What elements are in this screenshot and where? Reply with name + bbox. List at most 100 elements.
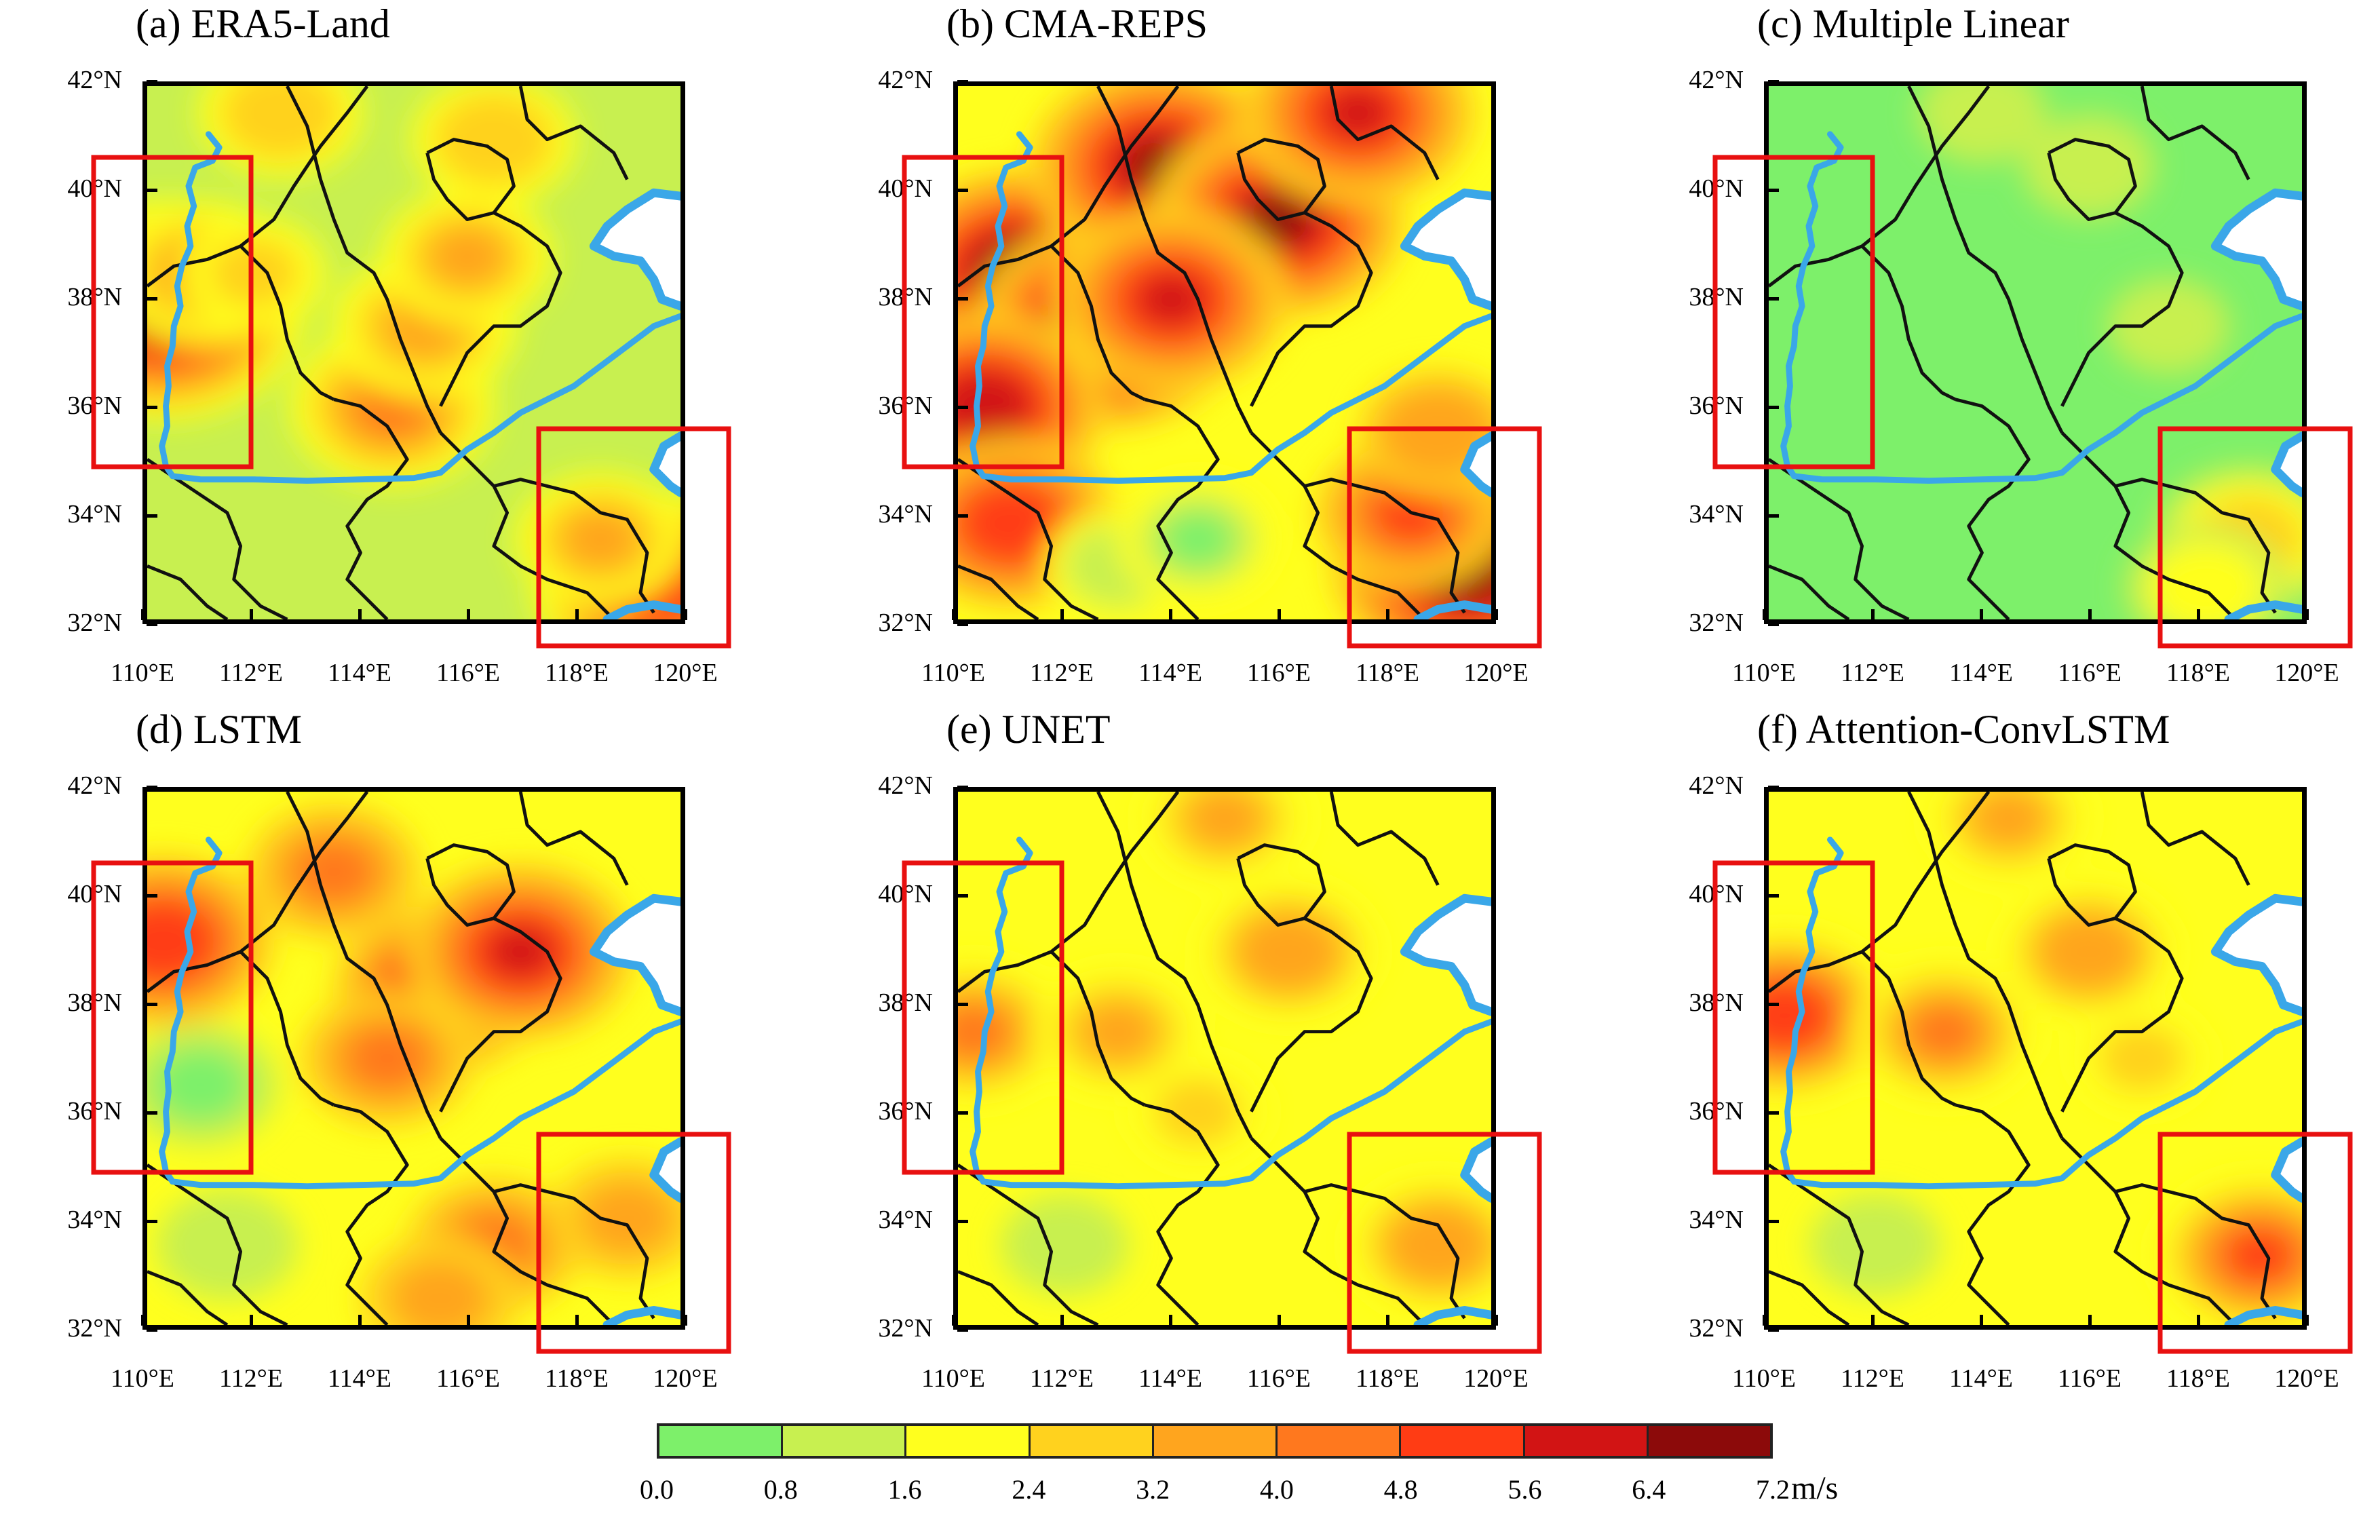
x-tick-label: 110°E: [921, 1364, 985, 1393]
province-border: [1769, 1270, 1850, 1325]
y-tick-label: 40°N: [1689, 174, 1744, 203]
x-tick: [141, 609, 145, 620]
y-tick: [1768, 894, 1779, 898]
wind-contour: [1137, 273, 1205, 326]
x-tick: [250, 1315, 253, 1326]
province-border: [1050, 950, 1146, 1106]
y-tick-label: 32°N: [878, 1314, 933, 1343]
x-tick-label: 118°E: [1356, 659, 1419, 687]
x-tick-label: 116°E: [2058, 1364, 2122, 1393]
colorbar-tick-label: 7.2: [1756, 1474, 1790, 1505]
y-tick: [1768, 80, 1779, 83]
y-tick-label: 32°N: [1689, 609, 1744, 637]
wind-speed-field: [147, 792, 680, 1325]
coastline: [589, 188, 680, 311]
province-border: [1096, 86, 1253, 434]
y-tick-label: 32°N: [878, 609, 933, 637]
x-tick-label: 116°E: [2058, 659, 2122, 687]
wind-contour: [2048, 134, 2130, 198]
x-tick: [2197, 1315, 2200, 1326]
wind-contour: [1256, 927, 1320, 977]
x-tick: [1763, 609, 1766, 620]
x-tick-label: 110°E: [1732, 659, 1796, 687]
wind-speed-field: [147, 86, 680, 619]
province-border: [439, 211, 562, 407]
map-frame: [142, 81, 685, 624]
y-tick-label: 42°N: [1689, 771, 1744, 800]
y-tick-label: 34°N: [878, 1206, 933, 1234]
x-tick: [952, 609, 955, 620]
province-border: [1050, 245, 1146, 401]
x-tick-label: 110°E: [111, 1364, 174, 1393]
y-tick: [957, 1220, 968, 1223]
y-tick: [957, 80, 968, 83]
y-tick: [147, 894, 157, 898]
wind-contour: [2057, 927, 2120, 976]
x-tick: [1386, 609, 1389, 620]
y-tick: [147, 623, 157, 626]
wind-contour: [2099, 1025, 2185, 1092]
y-tick-label: 36°N: [878, 391, 933, 420]
colorbar-tick-label: 2.4: [1012, 1474, 1046, 1505]
y-tick-label: 40°N: [878, 880, 933, 908]
y-tick-label: 32°N: [67, 609, 122, 637]
wind-speed-field: [1769, 792, 2302, 1325]
x-tick: [2088, 609, 2092, 620]
province-border: [2140, 86, 2250, 180]
x-tick-label: 112°E: [219, 1364, 283, 1393]
x-tick-label: 120°E: [2274, 1364, 2339, 1393]
x-tick: [358, 1315, 362, 1326]
province-border: [425, 843, 516, 927]
map-panel: (e) UNET 42°N 40°N 38°N 36°N 34°N 32°N 110°E 112…: [811, 706, 1571, 1411]
x-tick-label: 118°E: [2166, 1364, 2230, 1393]
y-tick-label: 38°N: [878, 988, 933, 1017]
panel-title: (c) Multiple Linear: [1757, 1, 2069, 46]
y-tick-label: 36°N: [878, 1097, 933, 1125]
y-tick-label: 40°N: [878, 174, 933, 203]
province-border: [2047, 843, 2137, 927]
y-tick: [957, 894, 968, 898]
province-border: [518, 86, 629, 180]
x-tick-label: 120°E: [2274, 659, 2339, 687]
colorbar: [657, 1423, 1773, 1459]
province-border: [2047, 138, 2137, 221]
map-panel: (f) Attention-ConvLSTM 42°N 40°N 38°N 36°N 34…: [1621, 706, 2380, 1411]
province-border: [1236, 843, 1326, 927]
wind-contour: [1402, 404, 1474, 461]
colorbar-segment: [1278, 1426, 1402, 1456]
map-frame: [953, 787, 1496, 1330]
y-tick-label: 40°N: [1689, 880, 1744, 908]
x-tick: [1060, 609, 1064, 620]
wind-contour: [1187, 792, 1263, 848]
x-tick-label: 118°E: [1356, 1364, 1419, 1393]
colorbar-segment: [1648, 1426, 1770, 1456]
coastline: [2210, 893, 2302, 1016]
province-border: [239, 950, 335, 1106]
y-tick: [147, 786, 157, 789]
wind-contour: [1324, 86, 1392, 140]
province-border: [2140, 792, 2250, 886]
province-border: [333, 398, 409, 619]
colorbar-segment: [1401, 1426, 1525, 1456]
map-frame: [953, 81, 1496, 624]
x-tick-label: 114°E: [328, 659, 391, 687]
x-tick: [1169, 1315, 1172, 1326]
y-tick-label: 34°N: [878, 500, 933, 528]
x-tick-label: 112°E: [1030, 659, 1094, 687]
wind-speed-field: [1769, 86, 2302, 619]
panel-title: (f) Attention-ConvLSTM: [1757, 707, 2170, 752]
y-tick: [1768, 297, 1779, 301]
x-tick-label: 120°E: [653, 659, 718, 687]
y-tick-label: 38°N: [67, 283, 122, 311]
panel-title: (d) LSTM: [136, 707, 302, 752]
colorbar-unit: m/s: [1791, 1470, 1839, 1506]
wind-contour: [1835, 1213, 1916, 1277]
wind-contour: [2229, 1231, 2290, 1279]
y-tick-label: 40°N: [67, 880, 122, 908]
y-tick-label: 34°N: [67, 500, 122, 528]
y-tick: [1768, 1111, 1779, 1115]
x-tick-label: 118°E: [545, 1364, 609, 1393]
x-tick: [141, 1315, 145, 1326]
y-tick-label: 42°N: [67, 66, 122, 94]
x-tick-label: 114°E: [1138, 659, 1202, 687]
